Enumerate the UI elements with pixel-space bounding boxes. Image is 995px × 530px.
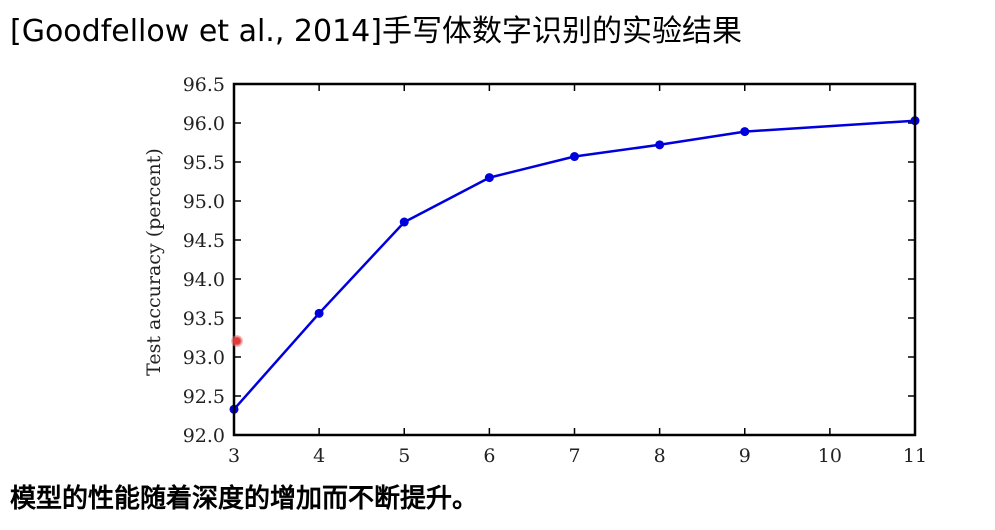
y-tick-label: 94.5: [183, 230, 225, 252]
series-layer: [229, 116, 920, 414]
x-tick-label: 3: [228, 445, 240, 467]
data-point: [655, 140, 665, 150]
y-tick-label: 93.5: [183, 308, 225, 330]
slide-title: [Goodfellow et al., 2014]手写体数字识别的实验结果: [10, 14, 742, 49]
y-tick-label: 92.0: [183, 425, 225, 447]
data-point: [740, 127, 750, 137]
x-tick-label: 9: [739, 445, 751, 467]
x-tick-label: 8: [654, 445, 666, 467]
slide-caption: 模型的性能随着深度的增加而不断提升。: [10, 484, 479, 514]
data-point: [314, 308, 324, 318]
x-axis-ticks: 3 4 5 6 7 8 9 10 11: [228, 84, 927, 467]
series-line: [233, 119, 916, 411]
x-tick-label: 7: [568, 445, 580, 467]
y-tick-label: 95.0: [183, 191, 225, 213]
x-tick-label: 6: [483, 445, 495, 467]
y-axis-label: Test accuracy (percent): [143, 148, 165, 376]
y-tick-label: 93.0: [183, 347, 225, 369]
y-tick-label: 92.5: [183, 386, 225, 408]
plot-frame: [232, 82, 917, 437]
x-tick-label: 11: [903, 445, 927, 467]
y-tick-label: 94.0: [183, 269, 225, 291]
y-axis-ticks: 92.0 92.5 93.0 93.5 94.0 94.5 95.0 95.5 96.0 96.5: [183, 74, 915, 447]
y-tick-label: 96.5: [183, 74, 225, 96]
x-tick-label: 10: [818, 445, 842, 467]
x-tick-label: 5: [398, 445, 410, 467]
y-tick-label: 95.5: [183, 152, 225, 174]
data-point: [484, 173, 494, 183]
x-tick-label: 4: [313, 445, 325, 467]
y-tick-label: 96.0: [183, 113, 225, 135]
data-point: [570, 152, 579, 162]
y-axis-label-group: Test accuracy (percent): [143, 148, 165, 376]
pointer-indicator: [231, 335, 243, 347]
data-point: [399, 217, 409, 227]
